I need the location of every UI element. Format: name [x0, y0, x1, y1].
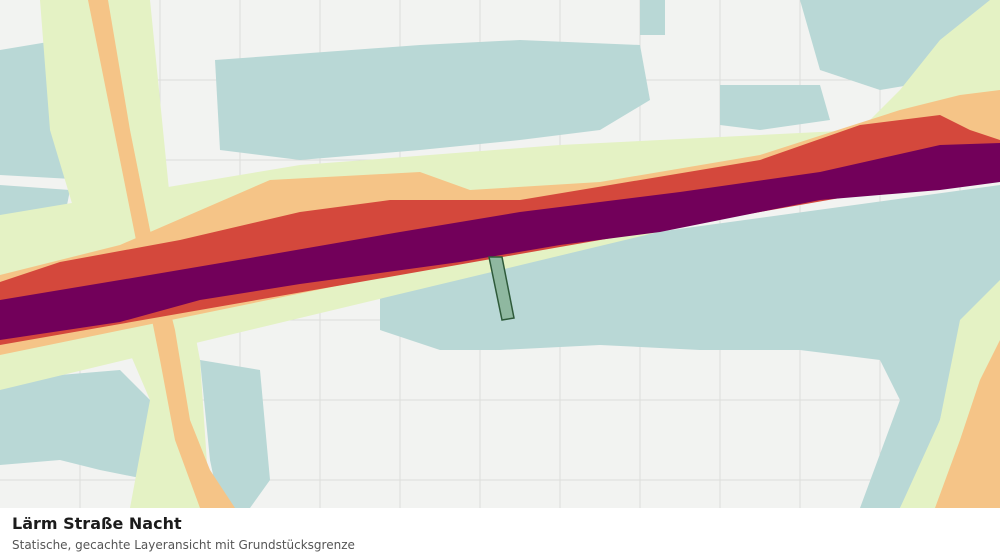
parcel-boundary[interactable] [488, 256, 515, 321]
map-canvas [0, 0, 1000, 508]
layer-title: Lärm Straße Nacht [12, 514, 182, 533]
noise-level-very-high [0, 143, 1000, 340]
caption-panel: Lärm Straße Nacht Statische, gecachte La… [0, 508, 1000, 560]
layer-subtitle: Statische, gecachte Layeransicht mit Gru… [12, 538, 355, 552]
